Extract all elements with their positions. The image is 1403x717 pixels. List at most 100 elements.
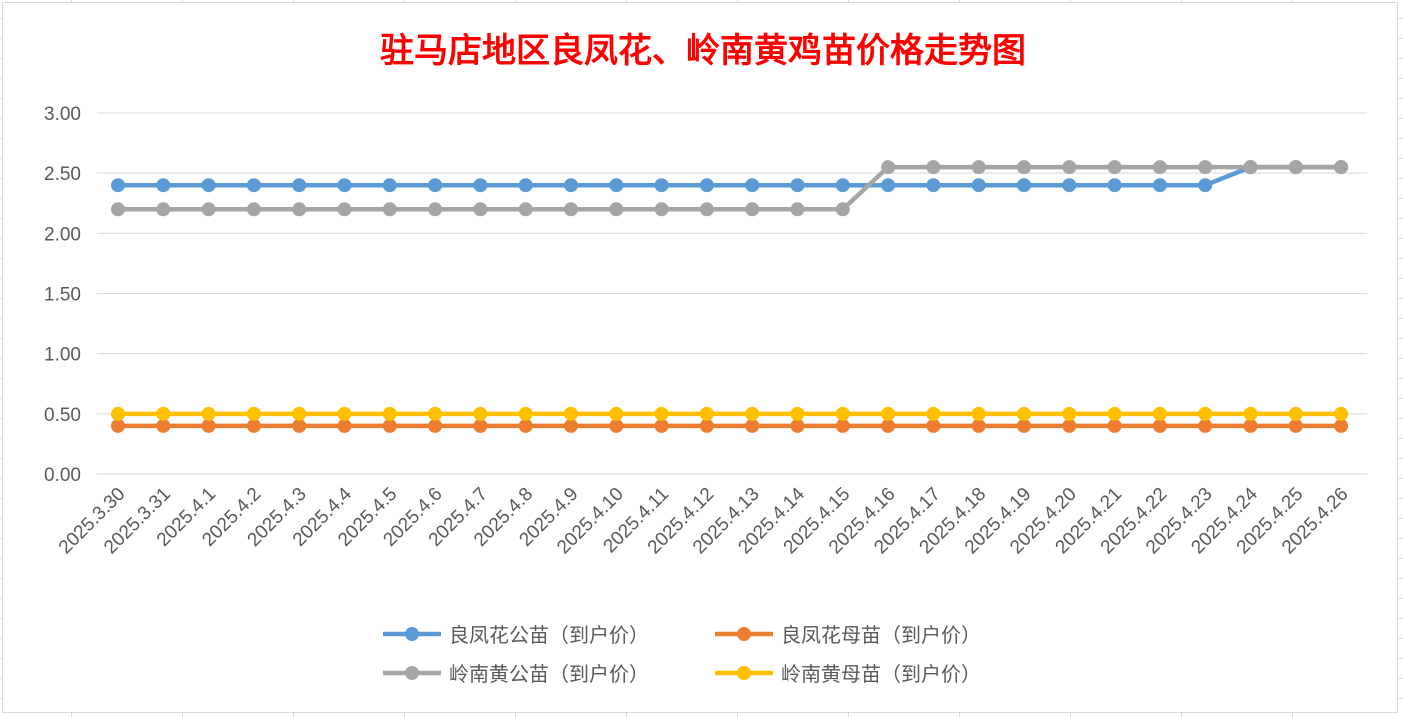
data-point bbox=[971, 406, 986, 421]
legend[interactable]: 良凤花公苗（到户价） 良凤花母苗（到户价） 岭南黄公苗（到户价） 岭南黄母苗（到户价） bbox=[383, 623, 981, 686]
y-tick-label: 2.00 bbox=[44, 224, 81, 245]
data-point bbox=[246, 202, 261, 217]
data-point bbox=[1017, 418, 1031, 433]
data-point bbox=[518, 202, 533, 217]
data-point bbox=[881, 406, 896, 421]
series-lines bbox=[111, 160, 1349, 433]
legend-item[interactable]: 良凤花母苗（到户价） bbox=[715, 623, 981, 647]
data-point bbox=[1243, 418, 1258, 433]
data-point bbox=[699, 202, 714, 217]
data-point bbox=[699, 178, 714, 193]
data-point bbox=[246, 418, 261, 433]
line-chart: 驻马店地区良凤花、岭南黄鸡苗价格走势图 0.00 0.50 1.00 1.50 2.00… bbox=[44, 31, 1367, 686]
data-point bbox=[654, 418, 669, 433]
data-point bbox=[1062, 160, 1077, 175]
data-point bbox=[1288, 406, 1303, 421]
gridlines bbox=[97, 112, 1367, 475]
data-point bbox=[156, 202, 171, 217]
data-point bbox=[111, 178, 125, 193]
data-point bbox=[1243, 160, 1258, 175]
data-point bbox=[156, 406, 171, 421]
data-point bbox=[1062, 406, 1077, 421]
data-point bbox=[654, 178, 669, 193]
data-point bbox=[1017, 178, 1031, 193]
data-point bbox=[1288, 160, 1303, 175]
data-point bbox=[790, 202, 805, 217]
data-point bbox=[156, 418, 171, 433]
data-point bbox=[428, 406, 443, 421]
legend-item[interactable]: 岭南黄公苗（到户价） bbox=[383, 662, 649, 686]
legend-label: 良凤花母苗（到户价） bbox=[781, 623, 981, 647]
data-point bbox=[292, 178, 307, 193]
legend-swatch-marker bbox=[737, 627, 751, 641]
data-point bbox=[790, 406, 805, 421]
data-point bbox=[1062, 418, 1077, 433]
y-tick-label: 2.50 bbox=[44, 164, 81, 185]
data-point bbox=[609, 202, 624, 217]
data-point bbox=[699, 418, 714, 433]
data-point bbox=[382, 418, 397, 433]
data-point bbox=[337, 418, 352, 433]
chart-title: 驻马店地区良凤花、岭南黄鸡苗价格走势图 bbox=[380, 31, 1026, 71]
data-point bbox=[337, 202, 352, 217]
data-point bbox=[1334, 406, 1349, 421]
data-point bbox=[1198, 160, 1213, 175]
y-tick-label: 1.00 bbox=[44, 345, 81, 366]
data-point bbox=[201, 418, 216, 433]
data-point bbox=[835, 178, 850, 193]
data-point bbox=[564, 178, 578, 193]
y-tick-label: 0.00 bbox=[44, 465, 81, 486]
data-point bbox=[473, 202, 488, 217]
data-point bbox=[745, 406, 760, 421]
data-point bbox=[246, 178, 261, 193]
data-point bbox=[518, 418, 533, 433]
data-point bbox=[111, 418, 125, 433]
data-point bbox=[926, 178, 941, 193]
data-point bbox=[382, 202, 397, 217]
data-point bbox=[156, 178, 171, 193]
data-point bbox=[292, 418, 307, 433]
data-point bbox=[835, 202, 850, 217]
data-point bbox=[564, 418, 578, 433]
data-point bbox=[926, 418, 941, 433]
data-point bbox=[1107, 160, 1122, 175]
data-point bbox=[1017, 406, 1031, 421]
data-point bbox=[518, 406, 533, 421]
data-point bbox=[201, 406, 216, 421]
legend-swatch-marker bbox=[405, 627, 419, 641]
x-axis-tick-labels: 2025.3.302025.3.312025.4.12025.4.22025.4… bbox=[55, 483, 1353, 558]
data-point bbox=[201, 202, 216, 217]
data-point bbox=[1062, 178, 1077, 193]
series-line bbox=[118, 164, 1342, 188]
data-point bbox=[745, 418, 760, 433]
data-point bbox=[745, 202, 760, 217]
data-point bbox=[1198, 418, 1213, 433]
series-group bbox=[111, 406, 1349, 421]
data-point bbox=[881, 418, 896, 433]
data-point bbox=[835, 418, 850, 433]
data-point bbox=[473, 178, 488, 193]
data-point bbox=[745, 178, 760, 193]
data-point bbox=[428, 202, 443, 217]
data-point bbox=[473, 418, 488, 433]
data-point bbox=[1107, 178, 1122, 193]
legend-label: 良凤花公苗（到户价） bbox=[449, 623, 649, 647]
data-point bbox=[1017, 160, 1031, 175]
data-point bbox=[654, 406, 669, 421]
data-point bbox=[699, 406, 714, 421]
legend-item[interactable]: 良凤花公苗（到户价） bbox=[383, 623, 649, 647]
data-point bbox=[473, 406, 488, 421]
data-point bbox=[881, 178, 896, 193]
data-point bbox=[1107, 406, 1122, 421]
data-point bbox=[111, 406, 125, 421]
y-tick-label: 1.50 bbox=[44, 285, 81, 306]
data-point bbox=[1334, 160, 1349, 175]
data-point bbox=[564, 406, 578, 421]
data-point bbox=[654, 202, 669, 217]
data-point bbox=[835, 406, 850, 421]
data-point bbox=[428, 178, 443, 193]
legend-swatch-marker bbox=[405, 666, 419, 680]
legend-item[interactable]: 岭南黄母苗（到户价） bbox=[715, 662, 981, 686]
data-point bbox=[382, 406, 397, 421]
